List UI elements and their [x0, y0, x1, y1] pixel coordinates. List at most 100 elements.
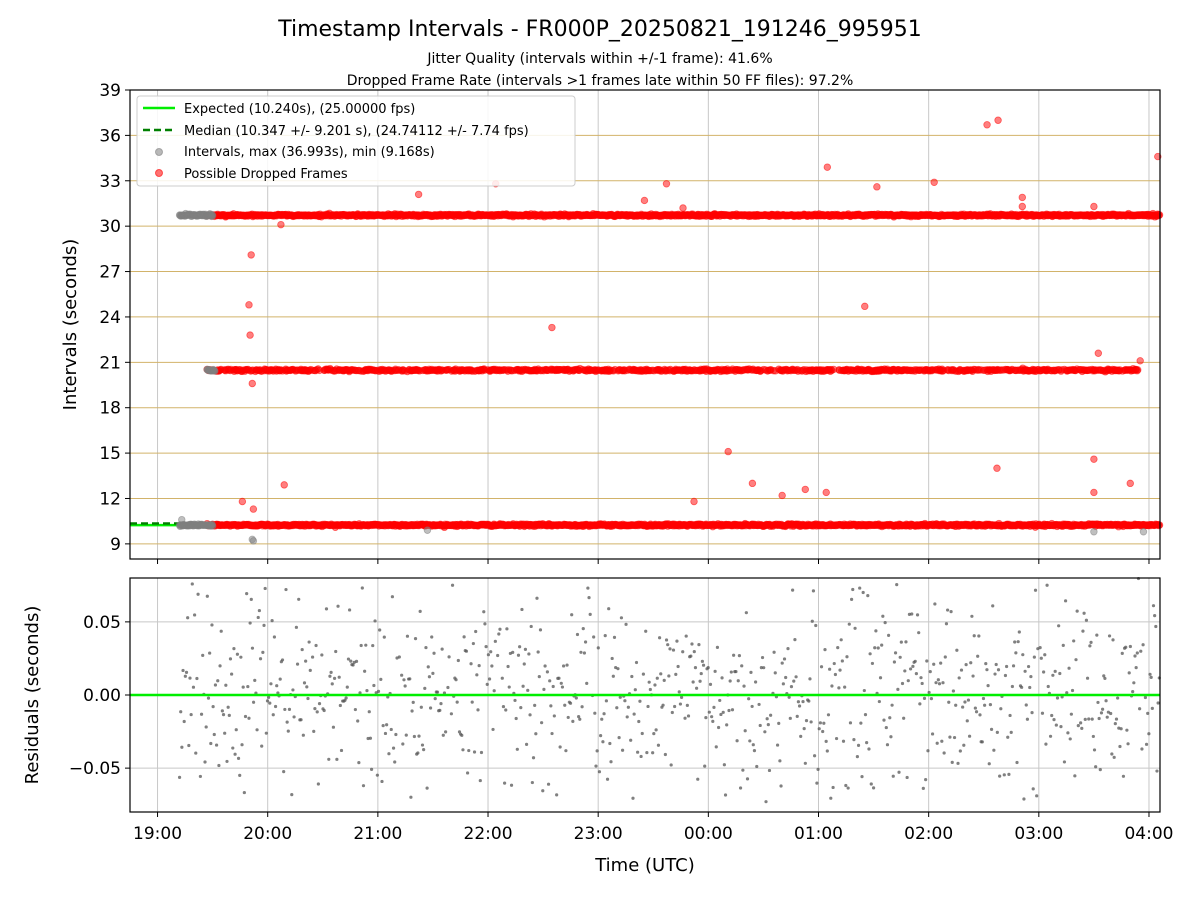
residual-point-551: [834, 736, 839, 741]
residual-point-748: [1066, 731, 1070, 735]
residual-point-706: [1016, 640, 1020, 644]
dropped-outlier-18: [801, 485, 809, 494]
residual-point-573: [861, 590, 865, 595]
residual-point-511: [788, 716, 792, 720]
residual-point-569: [856, 743, 861, 747]
residual-point-107: [302, 681, 307, 685]
residual-point-121: [320, 653, 324, 657]
residual-point-199: [412, 734, 416, 739]
residual-point-761: [1082, 611, 1086, 615]
residual-point-725: [1039, 656, 1043, 660]
residual-point-355: [603, 634, 607, 638]
residual-point-233: [454, 678, 458, 682]
residual-point-210: [425, 786, 429, 790]
residual-point-629: [926, 749, 930, 753]
residual-point-547: [830, 684, 834, 688]
residual-point-557: [841, 739, 846, 743]
residual-point-390: [645, 750, 649, 755]
residual-point-250: [475, 673, 479, 677]
residuals-xtick-label-1: 20:00: [243, 824, 292, 844]
residual-point-280: [513, 698, 517, 703]
residual-point-582: [871, 786, 876, 790]
residual-point-405: [662, 678, 666, 682]
residual-point-741: [1058, 671, 1062, 676]
residual-point-342: [587, 596, 591, 600]
residual-point-820: [1151, 604, 1156, 608]
residual-point-742: [1059, 725, 1063, 729]
residual-point-809: [1138, 707, 1142, 711]
residual-point-461: [728, 679, 732, 683]
residual-point-105: [300, 647, 304, 652]
residual-point-491: [764, 800, 768, 804]
dropped-outlier-30: [1090, 488, 1098, 497]
residual-point-724: [1038, 645, 1042, 650]
residual-point-380: [632, 712, 636, 716]
residual-point-157: [361, 784, 366, 788]
residual-point-252: [477, 664, 481, 668]
residual-point-212: [427, 675, 432, 679]
residual-point-490: [763, 730, 767, 734]
residual-point-765: [1087, 717, 1091, 721]
residual-point-89: [282, 770, 286, 774]
residual-point-295: [530, 780, 534, 785]
residual-point-246: [470, 700, 474, 704]
residual-point-409: [667, 674, 671, 678]
residual-point-564: [850, 597, 854, 602]
residual-point-595: [887, 633, 891, 637]
residual-point-400: [656, 743, 661, 747]
residual-point-272: [504, 708, 508, 712]
residual-point-750: [1068, 737, 1072, 741]
residual-point-570: [858, 586, 862, 590]
residual-point-430: [692, 650, 696, 654]
residual-point-259: [486, 653, 491, 657]
residual-point-550: [833, 672, 838, 677]
residual-point-749: [1067, 666, 1071, 670]
interval-outlier-2: [249, 537, 258, 545]
dropped-outlier-3: [246, 331, 254, 339]
residual-point-538: [819, 665, 824, 669]
residual-point-494: [767, 768, 772, 773]
residual-point-647: [947, 700, 951, 704]
residual-point-134: [335, 757, 339, 761]
residual-point-318: [559, 681, 563, 685]
residual-point-438: [701, 663, 706, 667]
residual-point-533: [814, 623, 818, 628]
residual-point-702: [1011, 664, 1016, 668]
residual-point-384: [637, 719, 641, 724]
residual-point-38: [223, 731, 227, 735]
residual-point-207: [422, 748, 426, 752]
residual-point-129: [329, 670, 333, 675]
residual-point-71: [261, 650, 265, 654]
residual-point-216: [432, 651, 436, 655]
residual-point-727: [1042, 670, 1046, 674]
residual-point-77: [268, 701, 272, 705]
residual-point-764: [1085, 676, 1090, 680]
residual-point-698: [1007, 772, 1011, 776]
residual-point-293: [528, 713, 532, 717]
residual-point-721: [1033, 588, 1038, 592]
residual-point-562: [847, 622, 851, 626]
residual-point-583: [873, 646, 877, 650]
residual-point-692: [999, 707, 1003, 711]
residual-point-439: [703, 764, 707, 768]
residual-point-756: [1075, 609, 1079, 613]
residual-point-296: [531, 756, 536, 760]
residual-point-568: [855, 755, 859, 759]
residual-point-377: [629, 738, 633, 742]
residual-point-13: [193, 613, 197, 617]
residual-point-633: [930, 732, 935, 736]
residual-point-343: [588, 612, 592, 616]
residual-point-672: [976, 654, 980, 658]
residual-point-691: [998, 774, 1002, 778]
residual-point-381: [633, 688, 637, 692]
residual-point-375: [626, 705, 630, 709]
residual-point-514: [792, 679, 796, 683]
residual-point-385: [638, 699, 642, 703]
residual-point-700: [1009, 730, 1013, 734]
dropped-outlier-19: [822, 488, 830, 497]
residual-point-543: [825, 749, 829, 753]
residual-point-247: [471, 641, 475, 646]
residual-point-97: [291, 688, 295, 692]
